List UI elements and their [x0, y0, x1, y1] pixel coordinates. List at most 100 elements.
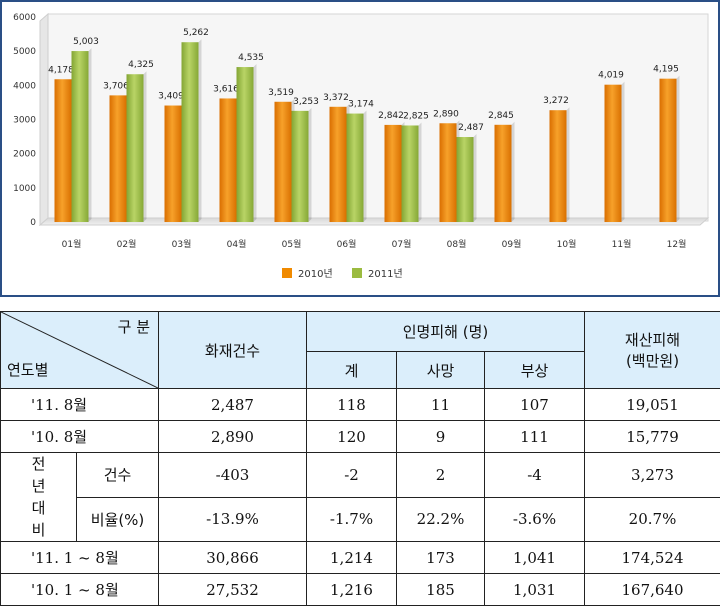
bar-green	[457, 137, 474, 222]
data-label: 5,262	[183, 28, 209, 38]
cell-property: 15,779	[585, 421, 720, 453]
bar-green	[182, 42, 199, 222]
cell-fires: 27,532	[159, 574, 307, 606]
bar-orange	[220, 98, 237, 222]
bar-orange	[275, 102, 292, 222]
legend-label: 2010년	[298, 268, 333, 280]
data-label: 3,409	[158, 92, 184, 102]
x-tick-label: 11월	[612, 238, 632, 250]
cell-death: 11	[397, 389, 485, 421]
data-label: 3,372	[323, 93, 349, 103]
bar-orange	[660, 79, 677, 222]
y-tick-label: 4000	[13, 81, 36, 91]
row-label: '10. 8월	[1, 421, 159, 453]
bar-side-shade	[89, 48, 92, 222]
cell-injury: 111	[485, 421, 585, 453]
fire-statistics-table: 구 분 연도별 화재건수 인명피해 (명) 재산피해 (백만원) 계 사망 부상…	[0, 311, 720, 606]
bar-green	[72, 51, 89, 222]
x-tick-label: 12월	[667, 238, 687, 250]
bar-orange	[55, 79, 72, 222]
row-label: '11. 8월	[1, 389, 159, 421]
plot-side-wall	[40, 14, 48, 225]
y-tick-label: 5000	[13, 47, 36, 57]
legend-label: 2011년	[368, 268, 403, 280]
header-property-label: 재산피해	[585, 329, 720, 350]
table-row: '11. 1 ~ 8월 30,866 1,214 173 1,041 174,5…	[1, 542, 720, 574]
cell-injury: -3.6%	[485, 497, 585, 542]
cell-total: 1,214	[307, 542, 397, 574]
header-death: 사망	[397, 352, 485, 389]
bar-side-shade	[254, 64, 257, 222]
table-row: '11. 8월 2,487 118 11 107 19,051	[1, 389, 720, 421]
bar-side-shade	[622, 82, 625, 222]
header-property-unit: (백만원)	[585, 350, 720, 371]
cell-total: 118	[307, 389, 397, 421]
data-label: 3,519	[268, 88, 294, 98]
data-label: 4,325	[128, 60, 154, 70]
data-label: 2,487	[458, 123, 484, 133]
x-tick-label: 04월	[227, 238, 247, 250]
x-tick-label: 02월	[117, 238, 137, 250]
x-tick-label: 01월	[62, 238, 82, 250]
row-label: '10. 1 ~ 8월	[1, 574, 159, 606]
cell-fires: 2,487	[159, 389, 307, 421]
cell-injury: 107	[485, 389, 585, 421]
cell-total: -1.7%	[307, 497, 397, 542]
header-corner: 구 분 연도별	[1, 312, 159, 389]
data-label: 4,195	[653, 65, 679, 75]
data-label: 3,616	[213, 84, 239, 94]
cell-injury: 1,031	[485, 574, 585, 606]
bar-orange	[440, 123, 457, 222]
bar-side-shade	[144, 71, 147, 222]
legend-swatch	[352, 268, 362, 278]
data-label: 3,706	[103, 81, 129, 91]
bar-orange	[110, 95, 127, 222]
cell-property: 19,051	[585, 389, 720, 421]
table-row: '10. 8월 2,890 120 9 111 15,779	[1, 421, 720, 453]
bar-orange	[330, 107, 347, 222]
y-tick-label: 6000	[13, 13, 36, 23]
row-label: '11. 1 ~ 8월	[1, 542, 159, 574]
bar-side-shade	[364, 111, 367, 222]
header-injury: 부상	[485, 352, 585, 389]
cell-injury: -4	[485, 453, 585, 498]
bar-green	[347, 114, 364, 222]
bar-orange	[605, 85, 622, 222]
cell-death: 173	[397, 542, 485, 574]
cell-fires: 30,866	[159, 542, 307, 574]
table-row: 비율(%) -13.9% -1.7% 22.2% -3.6% 20.7%	[1, 497, 720, 542]
bar-green	[402, 125, 419, 222]
bar-side-shade	[419, 122, 422, 222]
x-tick-label: 07월	[392, 238, 412, 250]
bar-side-shade	[512, 122, 515, 222]
y-tick-label: 1000	[13, 184, 36, 194]
bar-orange	[385, 125, 402, 222]
data-label: 3,253	[293, 97, 319, 107]
cell-fires: 2,890	[159, 421, 307, 453]
header-gubun: 구 분	[118, 316, 150, 337]
y-tick-label: 3000	[13, 116, 36, 126]
bar-orange	[165, 106, 182, 222]
x-tick-label: 06월	[337, 238, 357, 250]
compare-label: 전년대비	[32, 453, 46, 541]
data-label: 2,825	[403, 111, 429, 121]
row-label: 비율(%)	[77, 497, 159, 542]
table-row: '10. 1 ~ 8월 27,532 1,216 185 1,031 167,6…	[1, 574, 720, 606]
data-label: 4,535	[238, 53, 264, 63]
cell-total: 120	[307, 421, 397, 453]
x-tick-label: 09월	[502, 238, 522, 250]
bar-green	[292, 111, 309, 222]
row-label: 건수	[77, 453, 159, 498]
cell-fires: -13.9%	[159, 497, 307, 542]
bar-side-shade	[199, 39, 202, 222]
data-label: 3,174	[348, 100, 374, 110]
cell-total: 1,216	[307, 574, 397, 606]
bar-side-shade	[474, 134, 477, 222]
y-tick-label: 0	[30, 218, 36, 228]
x-tick-label: 03월	[172, 238, 192, 250]
cell-death: 22.2%	[397, 497, 485, 542]
header-yeondo: 연도별	[7, 359, 48, 380]
cell-death: 2	[397, 453, 485, 498]
